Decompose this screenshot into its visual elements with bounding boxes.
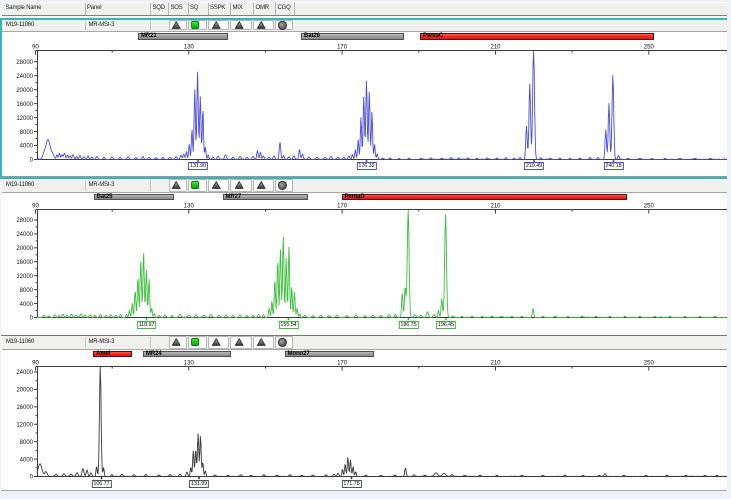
svg-text:210: 210 — [490, 361, 501, 367]
svg-text:90: 90 — [32, 45, 39, 51]
svg-text:130: 130 — [184, 45, 195, 51]
svg-text:0: 0 — [30, 316, 34, 322]
svg-text:24000: 24000 — [16, 74, 33, 80]
svg-text:170: 170 — [337, 45, 348, 51]
svg-text:8000: 8000 — [20, 288, 34, 294]
svg-text:12000: 12000 — [16, 422, 33, 428]
svg-text:170: 170 — [337, 204, 348, 210]
svg-text:210: 210 — [490, 204, 501, 210]
svg-text:170: 170 — [337, 361, 348, 367]
svg-text:210: 210 — [490, 45, 501, 51]
svg-text:16000: 16000 — [16, 405, 33, 411]
svg-text:4000: 4000 — [20, 302, 34, 308]
svg-text:8000: 8000 — [20, 440, 34, 446]
svg-text:250: 250 — [644, 204, 655, 210]
svg-text:12000: 12000 — [16, 116, 33, 122]
svg-text:28000: 28000 — [16, 218, 33, 224]
svg-text:16000: 16000 — [16, 260, 33, 266]
svg-text:28000: 28000 — [16, 60, 33, 66]
svg-text:250: 250 — [644, 361, 655, 367]
svg-text:4000: 4000 — [20, 144, 34, 150]
svg-text:130: 130 — [184, 361, 195, 367]
svg-text:24000: 24000 — [16, 232, 33, 238]
svg-text:250: 250 — [644, 45, 655, 51]
svg-text:0: 0 — [30, 475, 34, 481]
svg-text:20000: 20000 — [16, 88, 33, 94]
svg-text:24000: 24000 — [16, 370, 33, 376]
svg-text:20000: 20000 — [16, 246, 33, 252]
svg-text:130: 130 — [184, 204, 195, 210]
svg-text:16000: 16000 — [16, 102, 33, 108]
svg-text:0: 0 — [30, 158, 34, 164]
svg-text:12000: 12000 — [16, 274, 33, 280]
svg-text:90: 90 — [32, 361, 39, 367]
svg-text:4000: 4000 — [20, 457, 34, 463]
svg-text:8000: 8000 — [20, 130, 34, 136]
svg-text:20000: 20000 — [16, 388, 33, 394]
svg-text:90: 90 — [32, 204, 39, 210]
